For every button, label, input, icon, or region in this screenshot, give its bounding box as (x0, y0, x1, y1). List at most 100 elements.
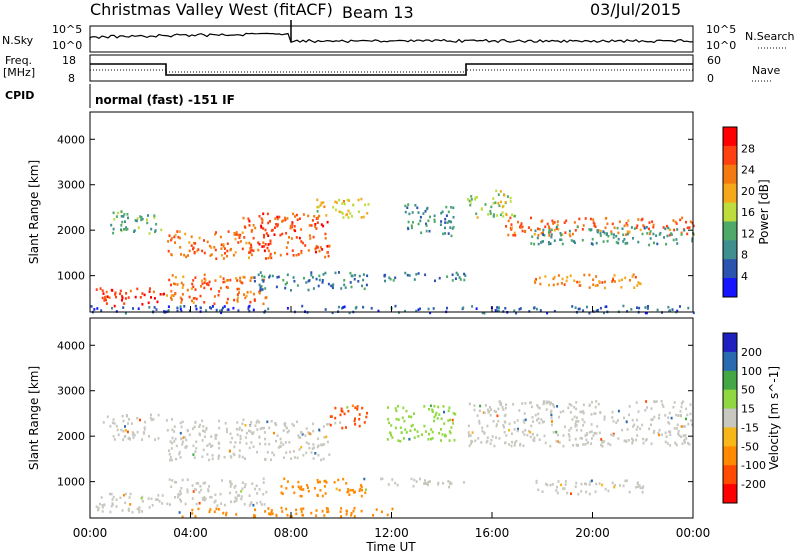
echo-cell (179, 296, 182, 300)
echo-cell (276, 215, 279, 219)
echo-cell (209, 508, 212, 511)
echo-cell (170, 447, 173, 450)
echo-cell (537, 488, 540, 492)
echo-cell (639, 427, 642, 430)
echo-cell (198, 491, 201, 494)
echo-cell (100, 496, 103, 499)
echo-cell (260, 226, 263, 229)
echo-cell (232, 253, 235, 257)
echo-cell (366, 212, 369, 215)
echo-cell (229, 480, 232, 483)
echo-cell (583, 273, 586, 277)
echo-cell (407, 220, 410, 224)
echo-cell (267, 507, 270, 510)
echo-cell (423, 405, 426, 408)
echo-cell (468, 433, 471, 437)
echo-cell (463, 278, 466, 282)
echo-cell (486, 424, 489, 428)
echo-cell (233, 232, 236, 235)
echo-cell (203, 281, 206, 284)
echo-cell (180, 425, 183, 429)
echo-cell (641, 217, 644, 221)
echo-cell (513, 214, 516, 218)
echo-cell (692, 311, 695, 315)
echo-cell (249, 251, 252, 254)
echo-cell (345, 426, 347, 429)
echo-cell (599, 306, 602, 310)
echo-cell (507, 219, 510, 223)
echo-cell (560, 238, 563, 242)
echo-cell (151, 504, 154, 507)
echo-cell (153, 306, 156, 309)
echo-cell (406, 273, 409, 277)
echo-cell (570, 492, 572, 495)
echo-cell (503, 194, 506, 197)
echo-cell (556, 220, 559, 223)
echo-cell (645, 226, 648, 229)
echo-cell (680, 425, 683, 428)
echo-cell (636, 284, 639, 287)
echo-cell (406, 206, 409, 209)
echo-cell (414, 204, 417, 207)
echo-cell (316, 246, 319, 249)
echo-cell (623, 238, 626, 241)
echo-cell (611, 280, 614, 283)
colorbar-swatch (723, 351, 737, 372)
echo-cell (475, 212, 478, 216)
echo-cell (595, 482, 598, 486)
echo-cell (259, 288, 262, 292)
echo-cell (201, 497, 204, 500)
echo-cell (270, 420, 273, 423)
echo-cell (481, 311, 484, 315)
echo-cell (343, 283, 346, 287)
echo-cell (364, 203, 367, 207)
echo-cell (664, 414, 667, 417)
echo-cell (326, 440, 329, 444)
echo-cell (613, 485, 616, 489)
echo-cell (243, 276, 246, 279)
echo-cell (178, 511, 181, 514)
echo-cell (190, 287, 193, 290)
echo-cell (452, 412, 455, 415)
echo-cell (115, 505, 118, 508)
echo-cell (530, 405, 533, 409)
colorbar-tick-label: -100 (741, 459, 766, 472)
echo-cell (154, 438, 156, 441)
echo-cell (342, 306, 345, 309)
echo-cell (154, 498, 157, 501)
echo-cell (180, 298, 183, 301)
echo-cell (574, 306, 577, 309)
echo-cell (286, 252, 289, 256)
echo-cell (315, 246, 318, 250)
echo-cell (340, 507, 343, 510)
echo-cell (483, 311, 486, 315)
echo-cell (267, 234, 270, 237)
echo-cell (646, 406, 648, 409)
echo-cell (446, 306, 448, 310)
echo-cell (159, 293, 162, 296)
echo-cell (592, 283, 595, 286)
echo-cell (692, 224, 695, 228)
echo-cell (574, 229, 577, 232)
echo-cell (263, 249, 266, 253)
echo-cell (318, 249, 321, 253)
echo-cell (601, 483, 604, 487)
echo-cell (603, 311, 605, 315)
echo-cell (433, 220, 436, 223)
echo-cell (583, 420, 586, 424)
echo-cell (624, 439, 627, 442)
echo-cell (300, 494, 303, 498)
echo-cell (577, 420, 580, 423)
colorbar-swatch (723, 278, 737, 298)
echo-cell (590, 437, 593, 440)
echo-cell (532, 420, 535, 423)
echo-cell (503, 414, 506, 417)
echo-cell (605, 305, 608, 308)
echo-cell (236, 287, 239, 291)
echo-cell (256, 450, 258, 454)
echo-cell (146, 221, 149, 225)
echo-cell (489, 209, 492, 213)
echo-cell (252, 224, 255, 227)
echo-cell (283, 216, 286, 220)
